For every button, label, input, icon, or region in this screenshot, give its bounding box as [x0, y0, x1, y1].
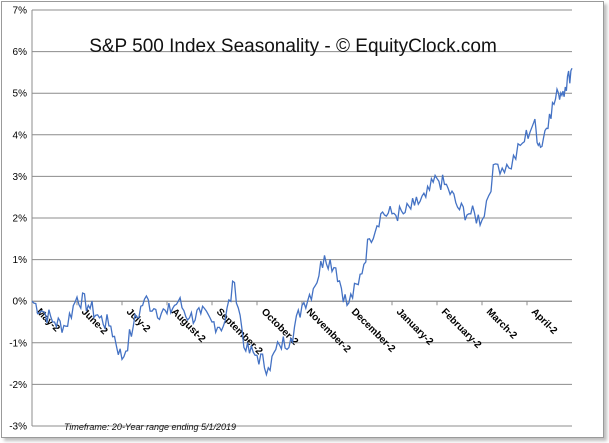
y-axis-ticks: -3% -2% -1% 0% 1% 2% 3% 4% 5% 6% 7% [9, 6, 27, 433]
y-tick-label: 7% [13, 6, 28, 17]
x-tick-label: April-2 [529, 307, 559, 337]
x-tick-label: December-2 [349, 307, 398, 356]
chart-frame [1, 1, 604, 438]
y-tick-label: 6% [13, 47, 28, 58]
chart-title: S&P 500 Index Seasonality - © EquityCloc… [89, 36, 497, 57]
y-tick-label: -2% [9, 380, 27, 391]
x-tick-label: February-2 [439, 307, 484, 352]
chart-footnote: Timeframe: 20-Year range ending 5/1/2019 [64, 422, 236, 432]
x-tick-label: March-2 [484, 307, 519, 342]
series-line [31, 67, 573, 377]
x-tick-label: August-2 [169, 307, 208, 346]
grid-lines [32, 9, 572, 427]
y-tick-label: -3% [9, 422, 27, 433]
y-tick-label: 3% [13, 172, 28, 183]
y-tick-label: 2% [13, 214, 28, 225]
x-tick-label: July-2 [124, 307, 153, 336]
y-tick-label: 5% [13, 89, 28, 100]
x-tick-label: November-2 [304, 307, 353, 356]
y-tick-label: 1% [13, 255, 28, 266]
x-tick-label: January-2 [394, 307, 435, 348]
y-tick-label: 0% [13, 297, 28, 308]
y-tick-label: 4% [13, 130, 28, 141]
y-tick-label: -1% [9, 338, 27, 349]
x-tick-label: June-2 [79, 307, 110, 338]
